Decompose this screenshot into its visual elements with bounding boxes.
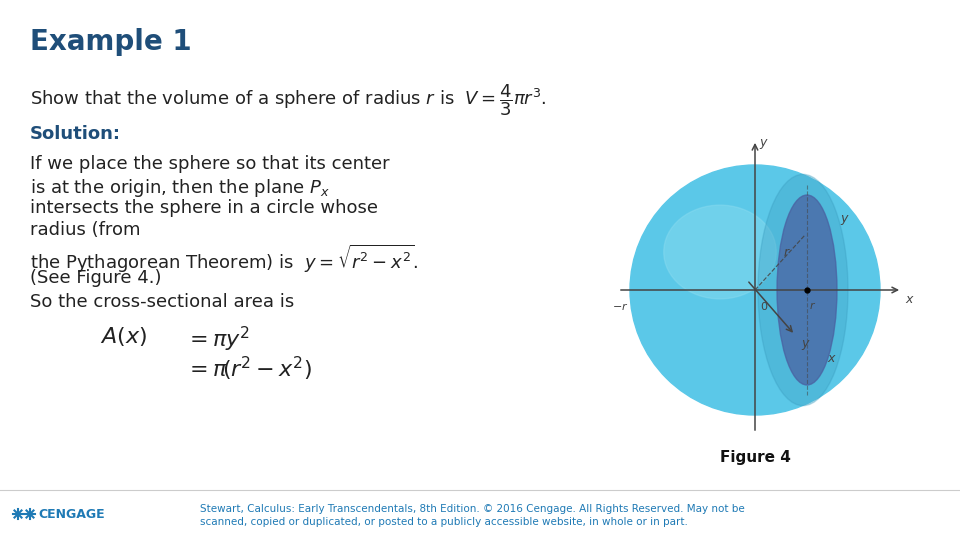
Text: $= \pi y^2$: $= \pi y^2$ [185, 325, 251, 354]
Text: the Pythagorean Theorem) is  $y = \sqrt{r^2 - x^2}.$: the Pythagorean Theorem) is $y = \sqrt{r… [30, 243, 419, 275]
Text: $x$: $x$ [905, 293, 915, 306]
Text: is at the origin, then the plane $P_x$: is at the origin, then the plane $P_x$ [30, 177, 330, 199]
Text: Show that the volume of a sphere of radius $r$ is  $V = \dfrac{4}{3}\pi r^3.$: Show that the volume of a sphere of radi… [30, 82, 546, 118]
Ellipse shape [758, 174, 848, 406]
Text: $r$: $r$ [809, 300, 816, 311]
Text: scanned, copied or duplicated, or posted to a publicly accessible website, in wh: scanned, copied or duplicated, or posted… [200, 517, 688, 527]
Text: radius (from: radius (from [30, 221, 140, 239]
Text: $y$: $y$ [840, 213, 850, 227]
Text: intersects the sphere in a circle whose: intersects the sphere in a circle whose [30, 199, 378, 217]
Text: $r$: $r$ [783, 246, 791, 260]
Text: (See Figure 4.): (See Figure 4.) [30, 269, 161, 287]
Text: Example 1: Example 1 [30, 28, 192, 56]
Text: Figure 4: Figure 4 [720, 450, 790, 465]
Text: So the cross-sectional area is: So the cross-sectional area is [30, 293, 295, 311]
Text: Stewart, Calculus: Early Transcendentals, 8th Edition. © 2016 Cengage. All Right: Stewart, Calculus: Early Transcendentals… [200, 504, 745, 514]
Text: Solution:: Solution: [30, 125, 121, 143]
Circle shape [630, 165, 880, 415]
Text: CENGAGE: CENGAGE [38, 508, 105, 521]
Text: $y$: $y$ [759, 137, 769, 151]
Text: $y$: $y$ [801, 338, 811, 352]
Ellipse shape [777, 195, 837, 385]
Text: $A(x)$: $A(x)$ [100, 325, 147, 348]
Text: $x$: $x$ [827, 352, 837, 365]
Text: $0$: $0$ [760, 300, 768, 312]
Ellipse shape [663, 205, 777, 299]
Text: If we place the sphere so that its center: If we place the sphere so that its cente… [30, 155, 390, 173]
Text: $-r$: $-r$ [612, 301, 628, 312]
Text: $= \pi\!\left(r^2 - x^2\right)$: $= \pi\!\left(r^2 - x^2\right)$ [185, 355, 312, 383]
